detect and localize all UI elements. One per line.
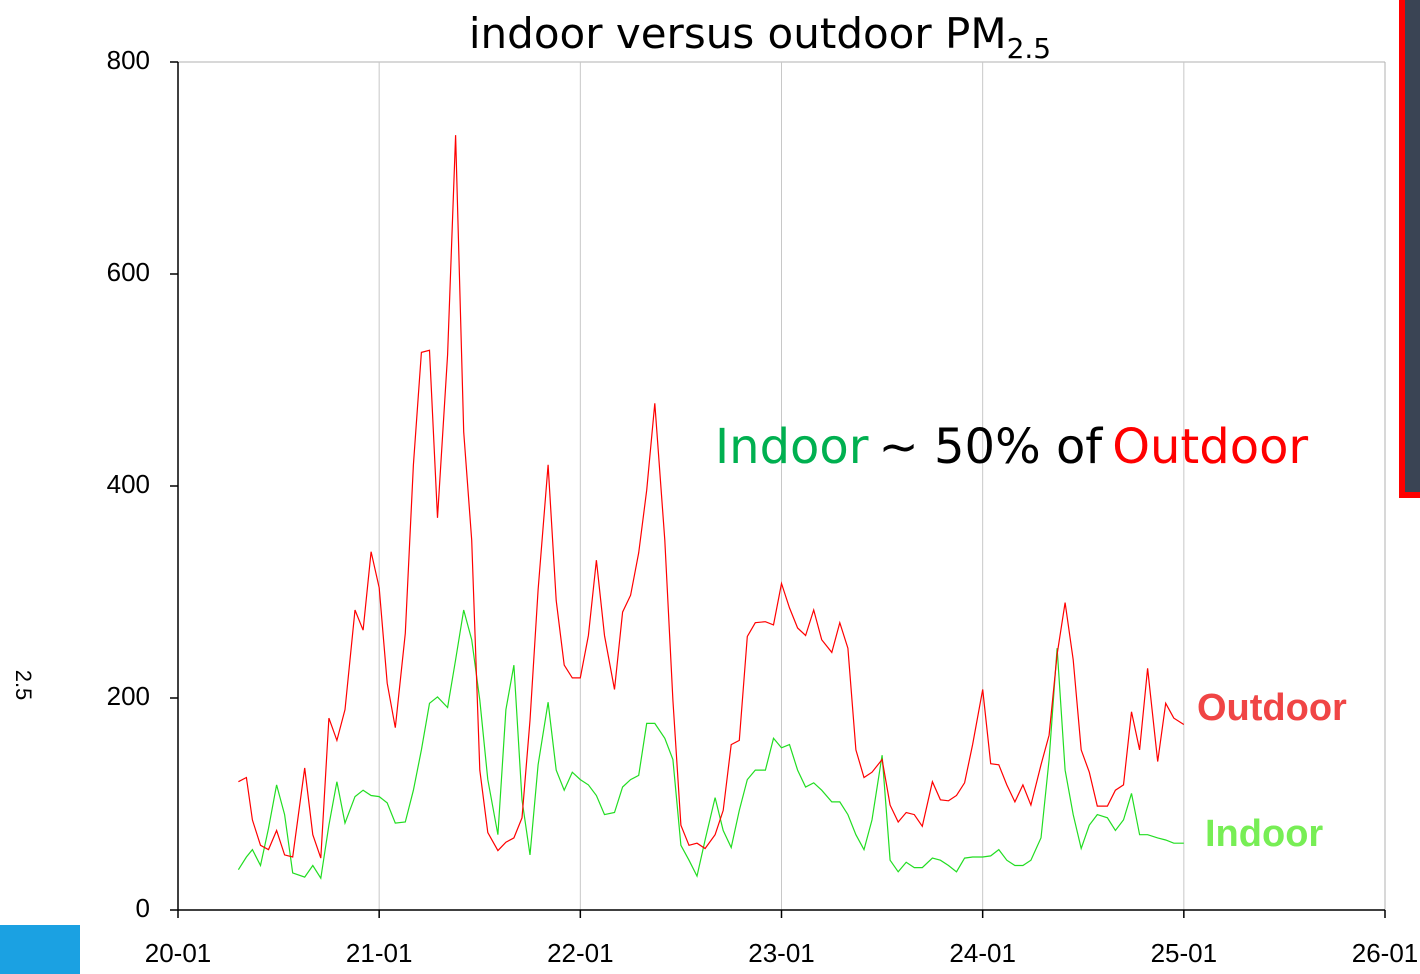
annotation-part: Outdoor bbox=[1112, 419, 1308, 475]
x-tick-label: 24-01 bbox=[949, 938, 1016, 968]
y-tick-label: 400 bbox=[107, 469, 150, 499]
x-tick-label: 20-01 bbox=[145, 938, 212, 968]
x-tick-label: 21-01 bbox=[346, 938, 413, 968]
photo-frame bbox=[1399, 0, 1420, 498]
series-line bbox=[238, 135, 1185, 859]
series-line bbox=[237, 609, 1184, 880]
x-tick-label: 22-01 bbox=[547, 938, 614, 968]
title-main: indoor versus outdoor PM bbox=[469, 9, 1007, 58]
side-text: 2.5 bbox=[11, 670, 36, 701]
series-label: Indoor bbox=[1205, 813, 1323, 855]
series-label: Outdoor bbox=[1197, 687, 1347, 729]
annotation-part: ~ 50% of bbox=[879, 419, 1104, 475]
y-tick-label: 0 bbox=[136, 893, 150, 923]
annotation: Indoor ~ 50% of Outdoor bbox=[715, 419, 1308, 475]
y-tick-label: 800 bbox=[107, 45, 150, 75]
chart-title: indoor versus outdoor PM2.5 bbox=[469, 9, 1051, 66]
y-tick-label: 200 bbox=[107, 681, 150, 711]
x-tick-label: 25-01 bbox=[1151, 938, 1218, 968]
x-tick-label: 26-01 bbox=[1352, 938, 1419, 968]
plot: 20-01 21-01 22-01 23-01 24-01 25-01 26-01 0 200 4… bbox=[107, 45, 1419, 968]
annotation-part: Indoor bbox=[715, 419, 869, 475]
x-tick-label: 23-01 bbox=[748, 938, 815, 968]
slide-accent bbox=[0, 925, 80, 974]
y-tick-label: 600 bbox=[107, 257, 150, 287]
title-subscript: 2.5 bbox=[1007, 32, 1052, 65]
